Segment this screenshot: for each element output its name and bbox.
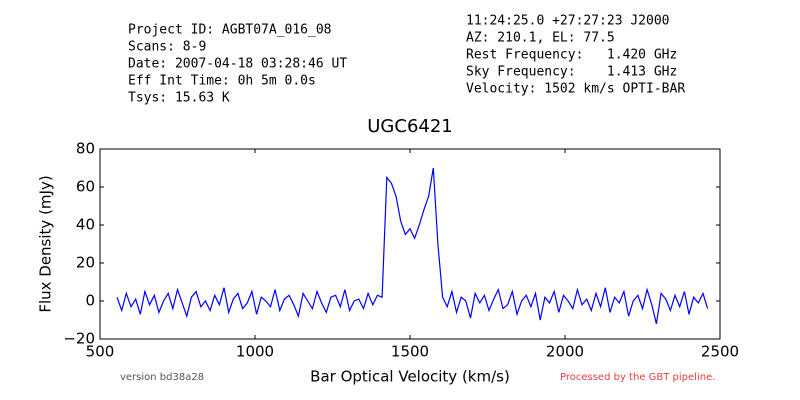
pipeline-note: Processed by the GBT pipeline. (560, 372, 715, 383)
header-line: Velocity: 1502 km/s OPTI-BAR (466, 82, 685, 97)
header-line: 11:24:25.0 +27:27:23 J2000 (466, 14, 670, 29)
y-tick-label: 60 (76, 178, 95, 196)
header-line: AZ: 210.1, EL: 77.5 (466, 31, 615, 46)
x-tick-label: 1500 (391, 343, 429, 361)
y-tick-label: 40 (76, 216, 95, 234)
header-line: Date: 2007-04-18 03:28:46 UT (128, 57, 347, 72)
x-tick-label: 2500 (701, 343, 739, 361)
x-tick-label: 2000 (546, 343, 584, 361)
header-line: Scans: 8-9 (128, 40, 206, 55)
chart-title: UGC6421 (367, 116, 453, 137)
header-line: Project ID: AGBT07A_016_08 (128, 23, 332, 38)
x-axis-label: Bar Optical Velocity (km/s) (310, 368, 510, 386)
x-tick-label: 1000 (236, 343, 274, 361)
spectrum-line (116, 167, 709, 324)
header-line: Sky Frequency: 1.413 GHz (466, 65, 677, 80)
header-line: Eff Int Time: 0h 5m 0.0s (128, 74, 316, 89)
y-tick-label: 20 (76, 254, 95, 272)
x-tick-label: 500 (86, 343, 115, 361)
header-line: Tsys: 15.63 K (128, 91, 230, 106)
y-tick-label: −20 (63, 330, 95, 348)
plot-frame (99, 148, 721, 340)
y-tick-label: 0 (85, 292, 95, 310)
version: version bd38a28 (120, 372, 204, 383)
y-tick-label: 80 (76, 140, 95, 158)
header-line: Rest Frequency: 1.420 GHz (466, 48, 677, 63)
y-axis-label: Flux Density (mJy) (37, 175, 55, 312)
